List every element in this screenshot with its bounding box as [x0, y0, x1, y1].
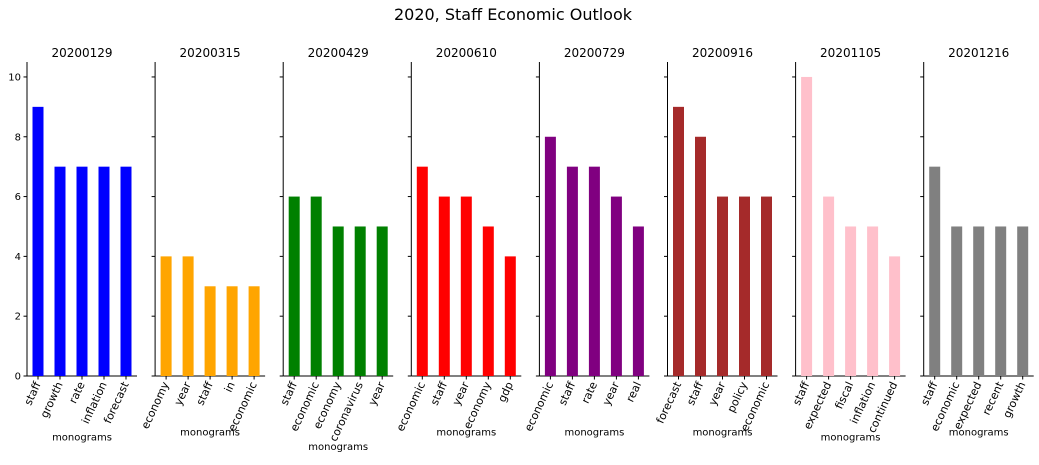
y-tick-label: 2: [15, 312, 21, 323]
subplot-title: 20200315: [180, 46, 241, 60]
x-axis-label: monograms: [180, 428, 240, 439]
bar: [504, 256, 516, 376]
x-tick-label: economy: [139, 379, 172, 431]
subplot-title: 20200129: [51, 46, 112, 60]
bar: [867, 226, 879, 376]
bar: [717, 196, 728, 376]
bar: [695, 136, 706, 376]
x-tick-label: in: [222, 380, 238, 395]
bar: [226, 286, 238, 376]
x-axis-label: monograms: [436, 428, 496, 439]
bar: [460, 196, 472, 376]
bar: [761, 196, 772, 376]
bar: [332, 226, 344, 376]
bar: [588, 166, 600, 376]
bar: [951, 226, 963, 376]
x-tick-label: year: [366, 379, 388, 407]
bar: [76, 166, 88, 376]
x-tick-label: staff: [790, 379, 812, 407]
bar: [929, 166, 941, 376]
subplot-title: 20200916: [692, 46, 753, 60]
x-axis-label: monograms: [693, 428, 753, 439]
bar: [845, 226, 857, 376]
bar: [310, 196, 322, 376]
x-tick-label: gdp: [495, 380, 516, 404]
bar: [288, 196, 300, 376]
x-axis-label: monograms: [52, 432, 112, 443]
bar: [204, 286, 216, 376]
bar: [610, 196, 622, 376]
subplot-4: 20200729 economic staff rate year real monogra…: [522, 46, 650, 439]
x-axis-label: monograms: [308, 442, 368, 453]
y-tick-label: 8: [15, 132, 21, 143]
bar: [995, 226, 1007, 376]
x-tick-label: year: [706, 379, 728, 407]
subplot-title: 20200729: [564, 46, 625, 60]
bar: [32, 106, 44, 376]
bar: [566, 166, 578, 376]
x-tick-label: staff: [194, 379, 216, 407]
bar: [438, 196, 450, 376]
x-tick-label: fiscal: [832, 380, 856, 411]
x-axis-label: monograms: [821, 432, 881, 443]
bar: [376, 226, 388, 376]
x-tick-label: forecast: [654, 379, 685, 425]
x-tick-label: economic: [394, 380, 428, 434]
subplot-7: 20201216staffeconomicexpectedrecentgrowt…: [918, 46, 1034, 439]
x-tick-label: year: [600, 379, 622, 407]
bar: [673, 106, 684, 376]
subplot-6: 20201105staffexpectedfiscalinflationcont…: [790, 46, 906, 443]
x-tick-label: economic: [522, 380, 556, 434]
y-tick-label: 4: [15, 252, 21, 263]
subplot-title: 20200610: [436, 46, 497, 60]
y-tick-label: 6: [15, 192, 21, 203]
x-axis-label: monograms: [564, 428, 624, 439]
x-tick-label: staff: [684, 379, 706, 407]
bar: [354, 226, 366, 376]
x-axis-label: monograms: [949, 428, 1009, 439]
bar: [248, 286, 260, 376]
bar: [182, 256, 194, 376]
x-tick-label: staff: [428, 379, 450, 407]
x-tick-label: year: [172, 379, 194, 407]
bar: [54, 166, 66, 376]
bar: [801, 76, 813, 376]
x-tick-label: staff: [556, 379, 578, 407]
x-tick-label: year: [450, 379, 472, 407]
bar: [482, 226, 494, 376]
subplot-title: 20201216: [948, 46, 1009, 60]
bar: [632, 226, 644, 376]
bar: [98, 166, 110, 376]
x-tick-label: staff: [918, 379, 940, 407]
bar: [416, 166, 428, 376]
subplot-title: 20201105: [820, 46, 881, 60]
bar: [739, 196, 750, 376]
figure-title: 2020, Staff Economic Outlook: [394, 5, 633, 24]
x-tick-label: staff: [22, 379, 44, 407]
bar: [1017, 226, 1029, 376]
x-tick-label: rate: [579, 380, 600, 406]
bar: [120, 166, 132, 376]
y-tick-label: 0: [15, 372, 21, 383]
bar: [889, 256, 901, 376]
y-tick-label: 10: [8, 72, 21, 83]
x-tick-label: rate: [66, 380, 87, 406]
subplot-title: 20200429: [308, 46, 369, 60]
bar: [823, 196, 835, 376]
bar: [544, 136, 556, 376]
x-tick-label: staff: [278, 379, 300, 407]
x-tick-label: real: [624, 380, 645, 404]
bar: [973, 226, 985, 376]
bar: [160, 256, 172, 376]
